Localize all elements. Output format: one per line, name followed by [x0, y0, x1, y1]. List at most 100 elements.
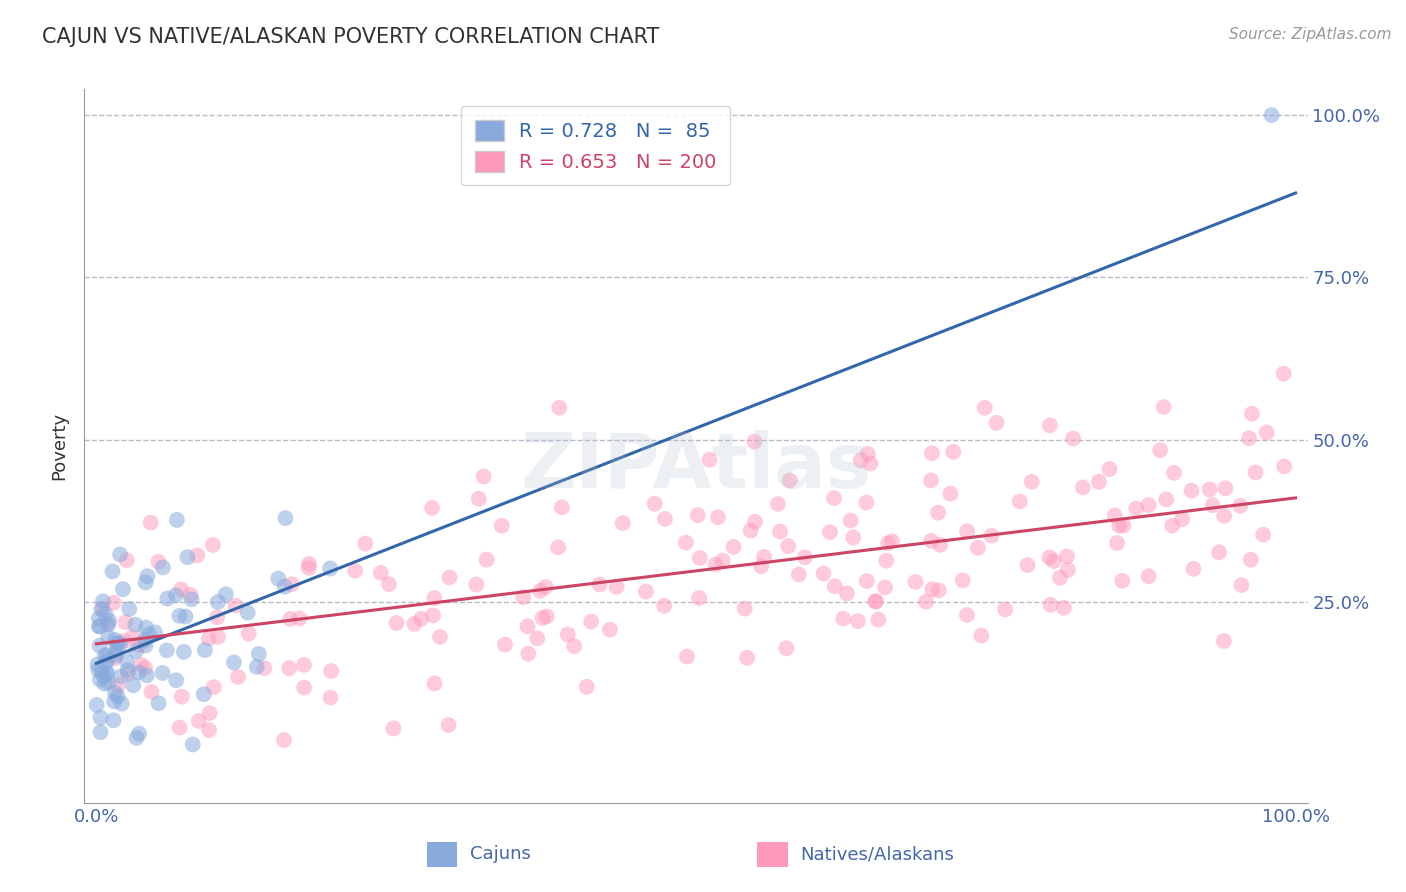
Point [612, 516, 634, 530]
Point [956, 607, 979, 622]
Point [125, 644, 148, 658]
Point [278, 612, 301, 626]
Point [156, 591, 179, 606]
Text: Cajuns: Cajuns [470, 846, 530, 863]
Point [735, 650, 758, 665]
Point [170, 690, 193, 704]
Point [517, 647, 540, 661]
Point [226, 670, 249, 684]
Point [115, 553, 138, 567]
Point [110, 637, 132, 651]
Point [94, 656, 117, 670]
Point [298, 557, 321, 571]
Point [186, 549, 208, 563]
Point [207, 630, 229, 644]
Point [652, 599, 675, 613]
Point [90, 602, 112, 616]
Point [148, 696, 170, 710]
Point [165, 588, 187, 602]
Point [96, 653, 118, 667]
Point [344, 564, 367, 578]
Point [939, 486, 962, 500]
Point [93, 676, 115, 690]
Point [516, 619, 538, 633]
Point [644, 497, 666, 511]
Point [194, 643, 217, 657]
Point [475, 552, 498, 566]
Point [117, 663, 139, 677]
Point [1008, 494, 1031, 508]
Point [423, 676, 446, 690]
Point [125, 731, 148, 745]
Point [103, 713, 125, 727]
Point [1161, 518, 1184, 533]
Point [1180, 483, 1202, 498]
Point [94, 607, 117, 622]
Point [1182, 562, 1205, 576]
Point [288, 611, 311, 625]
Point [173, 645, 195, 659]
Point [734, 601, 756, 615]
Point [108, 548, 131, 562]
Point [865, 594, 887, 608]
Point [281, 577, 304, 591]
Point [1039, 598, 1062, 612]
Point [187, 714, 209, 728]
Point [534, 580, 557, 594]
Point [942, 445, 965, 459]
Point [929, 538, 952, 552]
Point [135, 668, 157, 682]
Point [128, 665, 150, 680]
Point [148, 555, 170, 569]
Point [103, 596, 125, 610]
Point [89, 619, 111, 633]
Point [859, 457, 882, 471]
Point [274, 511, 297, 525]
Point [292, 657, 315, 672]
Point [97, 630, 120, 644]
Point [973, 401, 995, 415]
Point [855, 496, 877, 510]
Point [370, 566, 392, 580]
Point [404, 616, 426, 631]
Point [378, 577, 401, 591]
Point [1215, 481, 1237, 495]
Point [205, 610, 228, 624]
Point [472, 469, 495, 483]
Point [107, 678, 129, 692]
Point [198, 723, 221, 738]
Point [87, 611, 110, 625]
Point [744, 434, 766, 449]
Point [96, 648, 118, 662]
Point [689, 550, 711, 565]
Text: CAJUN VS NATIVE/ALASKAN POVERTY CORRELATION CHART: CAJUN VS NATIVE/ALASKAN POVERTY CORRELAT… [42, 27, 659, 46]
Point [1272, 459, 1295, 474]
Point [90, 725, 112, 739]
Point [1042, 554, 1064, 568]
Point [104, 644, 127, 658]
Point [1201, 498, 1223, 512]
Point [292, 681, 315, 695]
Point [557, 627, 579, 641]
Point [319, 690, 342, 705]
Point [1057, 563, 1080, 577]
Point [1137, 569, 1160, 583]
Point [1137, 498, 1160, 512]
Point [174, 609, 197, 624]
Point [439, 570, 461, 584]
Point [1149, 443, 1171, 458]
Point [787, 567, 810, 582]
Point [238, 626, 260, 640]
Point [740, 524, 762, 538]
Point [1111, 574, 1133, 588]
Point [117, 666, 139, 681]
Point [135, 575, 157, 590]
Point [181, 738, 204, 752]
Point [688, 591, 710, 605]
Point [588, 577, 610, 591]
Point [437, 718, 460, 732]
Point [877, 536, 900, 550]
Point [86, 657, 108, 672]
Point [1112, 518, 1135, 533]
Point [104, 632, 127, 647]
